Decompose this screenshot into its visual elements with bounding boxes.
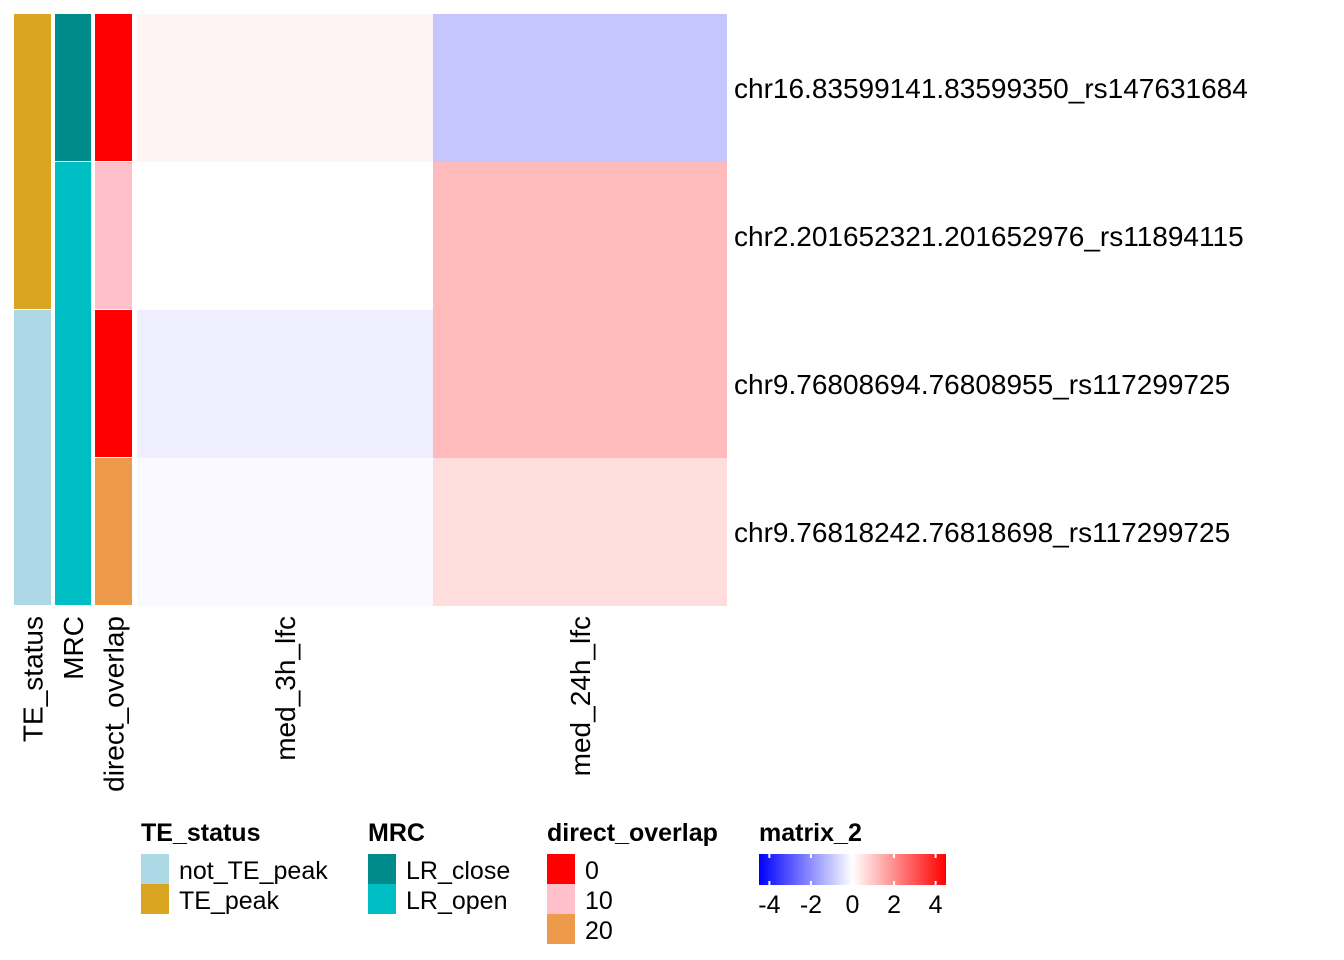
annotation-block-MRC bbox=[55, 162, 91, 605]
annotation-block-TE_status bbox=[14, 310, 51, 605]
annotation-label: TE_status bbox=[18, 616, 49, 742]
legend-swatch bbox=[547, 884, 575, 914]
heatmap-cell bbox=[137, 310, 433, 458]
annotation-label: MRC bbox=[58, 616, 89, 680]
annotation-block-direct_overlap bbox=[95, 162, 132, 309]
legend-label: 20 bbox=[585, 917, 613, 945]
legend-title: matrix_2 bbox=[759, 819, 862, 847]
annotation-block-direct_overlap bbox=[95, 458, 132, 605]
heatmap-cell bbox=[137, 162, 433, 310]
row-labels: chr16.83599141.83599350_rs147631684 chr2.… bbox=[734, 73, 1248, 548]
heatmap-cell bbox=[433, 162, 727, 310]
row-label: chr2.201652321.201652976_rs11894115 bbox=[734, 221, 1244, 252]
heatmap-cell bbox=[433, 14, 727, 162]
annotation-block-MRC bbox=[55, 14, 91, 161]
annotation-block-TE_status bbox=[14, 14, 51, 309]
legend-label: TE_peak bbox=[179, 887, 280, 915]
column-label: med_24h_lfc bbox=[565, 616, 596, 776]
legend-title: direct_overlap bbox=[547, 819, 718, 847]
legend-swatch bbox=[547, 914, 575, 944]
legend-swatch bbox=[368, 854, 396, 884]
legend-label: LR_close bbox=[406, 857, 510, 885]
heatmap-cells bbox=[137, 14, 727, 606]
scale-tick-label: 0 bbox=[846, 891, 860, 919]
legend-label: LR_open bbox=[406, 887, 507, 915]
legend-label: 0 bbox=[585, 857, 599, 885]
legend-label: not_TE_peak bbox=[179, 857, 328, 885]
column-labels: TE_status MRC direct_overlap med_3h_lfc med_… bbox=[18, 616, 597, 792]
column-label: med_3h_lfc bbox=[270, 616, 301, 761]
scale-tick-label: -2 bbox=[800, 891, 822, 919]
scale-tick-label: -4 bbox=[758, 891, 780, 919]
legend-title: MRC bbox=[368, 819, 425, 847]
legend-swatch bbox=[368, 884, 396, 914]
color-scale-bar bbox=[759, 854, 946, 885]
heatmap-cell bbox=[137, 458, 433, 606]
row-label: chr9.76808694.76808955_rs117299725 bbox=[734, 369, 1230, 400]
annotation-columns bbox=[14, 14, 132, 605]
row-label: chr16.83599141.83599350_rs147631684 bbox=[734, 73, 1248, 104]
scale-tick-label: 4 bbox=[929, 891, 943, 919]
legend-swatch bbox=[547, 854, 575, 884]
legend-label: 10 bbox=[585, 887, 613, 915]
heatmap-cell bbox=[137, 14, 433, 162]
annotation-label: direct_overlap bbox=[99, 616, 130, 792]
legend-swatch bbox=[141, 854, 169, 884]
row-label: chr9.76818242.76818698_rs117299725 bbox=[734, 517, 1230, 548]
annotation-block-direct_overlap bbox=[95, 310, 132, 457]
legend-title: TE_status bbox=[141, 819, 260, 847]
heatmap-cell bbox=[433, 458, 727, 606]
heatmap-cell bbox=[433, 310, 727, 458]
scale-tick-label: 2 bbox=[887, 891, 901, 919]
legend-swatch bbox=[141, 884, 169, 914]
annotation-block-direct_overlap bbox=[95, 14, 132, 161]
